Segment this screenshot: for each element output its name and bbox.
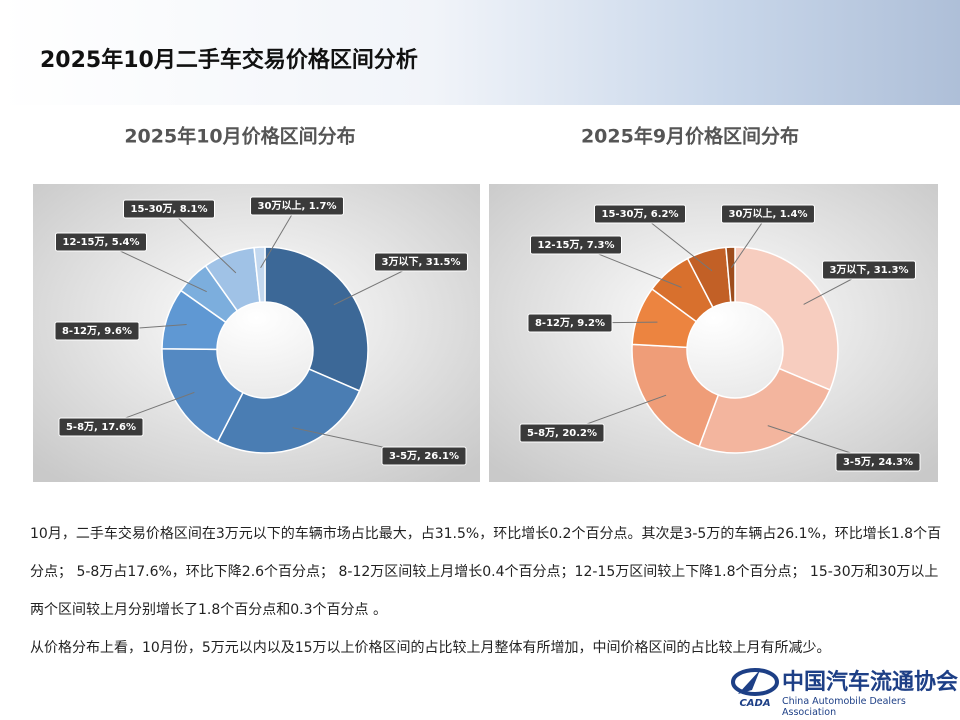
data-label: 12-15万, 7.3% [530, 235, 622, 255]
label-box [519, 423, 605, 443]
donut-segment [734, 246, 839, 391]
data-label: 5-8万, 17.6% [58, 417, 144, 437]
data-label: 15-30万, 8.1% [123, 199, 215, 219]
paragraph: 从价格分布上看，10月份，5万元以内以及15万以上价格区间的占比较上月整体有所增… [30, 640, 831, 656]
analysis-text: 10月，二手车交易价格区间在3万元以下的车辆市场占比最大，占31.5%，环比增长… [30, 515, 942, 667]
label-box [594, 204, 686, 224]
data-label: 3-5万, 24.3% [835, 452, 921, 472]
label-box [55, 232, 147, 252]
data-label-text: 3-5万, 26.1% [389, 450, 459, 462]
data-label-text: 12-15万, 5.4% [63, 236, 140, 248]
data-label-text: 3万以下, 31.5% [382, 256, 461, 268]
donut-segment [216, 368, 361, 454]
data-label: 12-15万, 5.4% [55, 232, 147, 252]
label-box [822, 260, 916, 280]
label-box [58, 417, 144, 437]
data-label-text: 8-12万, 9.2% [535, 317, 605, 329]
label-box [123, 199, 215, 219]
data-label: 3万以下, 31.5% [374, 252, 468, 272]
label-box [54, 321, 140, 341]
donut-segment [264, 246, 369, 392]
donut-segment [631, 343, 720, 448]
header-band [0, 0, 960, 105]
logo-name: 中国汽车流通协会 [782, 669, 959, 695]
data-label-text: 8-12万, 9.6% [62, 325, 132, 337]
leader-line [260, 205, 298, 268]
data-label-text: 3万以下, 31.3% [830, 264, 909, 276]
data-label: 3-5万, 26.1% [381, 446, 467, 466]
donut-segment [698, 367, 831, 454]
label-box [835, 452, 921, 472]
data-label: 5-8万, 20.2% [519, 423, 605, 443]
leader-line [168, 208, 237, 274]
label-box [527, 313, 613, 333]
logo: CADA 中国汽车流通协会 China Automobile Dealers A… [731, 664, 960, 718]
logo-icon: CADA [731, 668, 779, 709]
chart-title: 2025年10月价格区间分布 [124, 125, 355, 148]
data-label-text: 5-8万, 20.2% [527, 427, 597, 439]
paragraph: 10月，二手车交易价格区间在3万元以下的车辆市场占比最大，占31.5%，环比增长… [30, 526, 942, 618]
data-label-text: 12-15万, 7.3% [538, 239, 615, 251]
chart-title: 2025年9月价格区间分布 [581, 125, 799, 148]
logo-mark: CADA [739, 698, 770, 709]
data-label: 8-12万, 9.2% [527, 313, 613, 333]
data-label-text: 5-8万, 17.6% [66, 421, 136, 433]
data-label-text: 3-5万, 24.3% [843, 456, 913, 468]
label-box [721, 204, 815, 224]
data-label: 8-12万, 9.6% [54, 321, 140, 341]
donut-segment [253, 246, 266, 304]
donut-segment [725, 246, 736, 303]
data-label-text: 15-30万, 8.1% [131, 203, 208, 215]
label-box [374, 252, 468, 272]
data-label: 30万以上, 1.7% [250, 196, 344, 216]
data-label: 30万以上, 1.4% [721, 204, 815, 224]
slide-title: 2025年10月二手车交易价格区间分析 [40, 48, 418, 73]
label-box [250, 196, 344, 216]
logo-name-en: China Automobile Dealers Association [782, 696, 906, 718]
data-label-text: 15-30万, 6.2% [602, 208, 679, 220]
data-label-text: 30万以上, 1.4% [729, 207, 808, 220]
data-label: 15-30万, 6.2% [594, 204, 686, 224]
data-label-text: 30万以上, 1.7% [258, 199, 337, 212]
label-box [381, 446, 467, 466]
label-box [530, 235, 622, 255]
data-label: 3万以下, 31.3% [822, 260, 916, 280]
